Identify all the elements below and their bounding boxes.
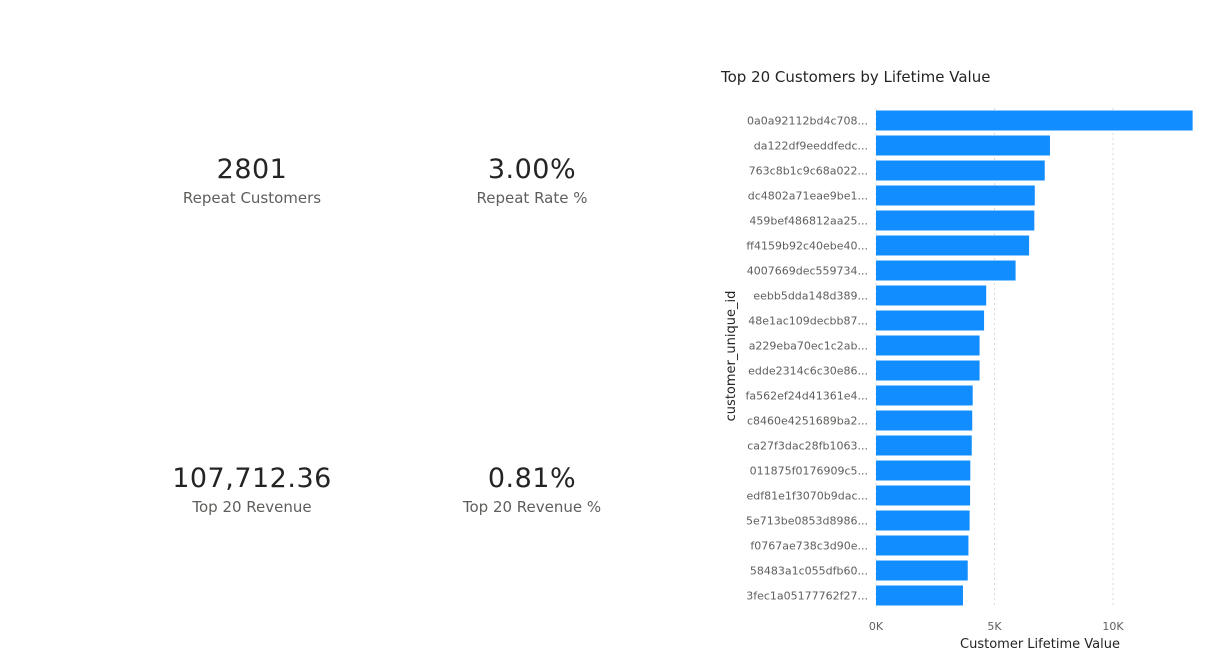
bar <box>876 160 1045 181</box>
y-tick-label: 763c8b1c9c68a022... <box>749 165 868 178</box>
kpi-label: Repeat Customers <box>182 189 322 207</box>
chart-title: Top 20 Customers by Lifetime Value <box>721 68 991 86</box>
kpi-value: 2801 <box>216 154 288 185</box>
kpi-label: Top 20 Revenue <box>192 498 312 516</box>
x-tick-label: 0K <box>869 620 884 633</box>
y-axis-title: customer_unique_id <box>724 291 739 422</box>
x-tick-label: 10K <box>1102 620 1124 633</box>
bar <box>876 385 973 406</box>
bar <box>876 585 963 606</box>
kpi-label: Repeat Rate % <box>476 189 588 207</box>
y-tick-label: fa562ef24d41361e4... <box>746 390 868 403</box>
kpi-card-repeat-rate: 3.00% Repeat Rate % <box>412 154 652 207</box>
y-tick-label: dc4802a71eae9be1... <box>748 190 868 203</box>
y-tick-label: 48e1ac109decbb87... <box>748 315 868 328</box>
bar <box>876 135 1050 156</box>
kpi-label: Top 20 Revenue % <box>462 498 602 516</box>
y-tick-label: 58483a1c055dfb60... <box>750 565 868 578</box>
kpi-value: 3.00% <box>487 154 577 185</box>
bar <box>876 235 1030 256</box>
y-tick-label: ca27f3dac28fb1063... <box>747 440 868 453</box>
bar <box>876 535 969 556</box>
y-tick-label: 5e713be0853d8986... <box>746 515 868 528</box>
bar <box>876 460 971 481</box>
y-tick-label: 011875f0176909c5... <box>750 465 868 478</box>
bar <box>876 310 985 331</box>
bar <box>876 560 968 581</box>
y-tick-label: edde2314c6c30e86... <box>748 365 868 378</box>
bar <box>876 285 987 306</box>
y-tick-label: 3fec1a05177762f27... <box>746 590 868 603</box>
y-tick-label: a229eba70ec1c2ab... <box>749 340 868 353</box>
x-axis-title: Customer Lifetime Value <box>960 637 1120 652</box>
bar <box>876 360 980 381</box>
kpi-value: 0.81% <box>487 463 577 494</box>
y-tick-label: edf81e1f3070b9dac... <box>747 490 869 503</box>
y-tick-label: ff4159b92c40ebe40... <box>746 240 868 253</box>
bar <box>876 410 973 431</box>
kpi-card-top20-revenue: 107,712.36 Top 20 Revenue <box>132 463 372 516</box>
y-tick-label: 4007669dec559734... <box>747 265 868 278</box>
kpi-card-repeat-customers: 2801 Repeat Customers <box>132 154 372 207</box>
bar <box>876 510 970 531</box>
y-tick-label: f0767ae738c3d90e... <box>750 540 868 553</box>
y-tick-label: da122df9eeddfedc... <box>754 140 868 153</box>
y-tick-label: c8460e4251689ba2... <box>747 415 868 428</box>
bar <box>876 260 1016 281</box>
kpi-card-top20-revenue-pct: 0.81% Top 20 Revenue % <box>412 463 652 516</box>
bar <box>876 335 980 356</box>
bar <box>876 210 1035 231</box>
y-tick-label: 459bef486812aa25... <box>749 215 868 228</box>
y-tick-label: 0a0a92112bd4c708... <box>747 115 868 128</box>
y-tick-label: eebb5dda148d389... <box>753 290 868 303</box>
bar <box>876 485 971 506</box>
x-tick-label: 5K <box>987 620 1002 633</box>
kpi-value: 107,712.36 <box>172 463 332 494</box>
bar <box>876 435 972 456</box>
bar <box>876 110 1193 131</box>
bar <box>876 185 1035 206</box>
